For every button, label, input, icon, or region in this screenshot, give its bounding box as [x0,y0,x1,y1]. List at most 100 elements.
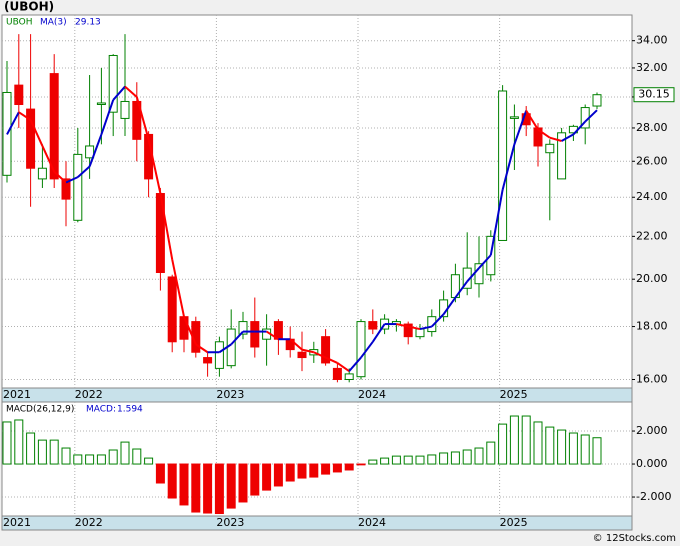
bar [439,452,449,465]
x-tick-label: 2021 [3,388,31,401]
chart-title: (UBOH) [4,0,54,14]
candle-body [344,373,354,380]
candle-body [356,321,366,378]
legend-entry: MACD(26,12,9) [6,405,74,415]
ma-line [513,110,528,145]
candle-body [592,94,602,107]
x-tick-label: 2022 [75,388,103,401]
legend-entry: UBOH [6,18,32,28]
bar [144,457,154,465]
candle-body [203,357,213,364]
ma-line [230,330,244,346]
ma-line [419,325,433,331]
ma-line [396,323,409,328]
candle-body [167,276,177,343]
legend-entry: MA(3) [40,18,67,28]
bar [380,457,390,465]
ma-line [360,341,374,359]
ma-line [301,348,315,354]
ma-line [336,362,350,372]
candle-body [250,321,260,348]
ma-line [18,111,32,121]
x-tick-label: 2024 [358,388,386,401]
bar [474,447,484,465]
ma-line [29,119,44,147]
candle-body [557,132,567,180]
ma-line [371,323,386,343]
bar [49,439,59,465]
bar [238,463,248,503]
date-strip [1,515,633,531]
candle-body [37,167,47,180]
bar [73,454,83,465]
bar [191,463,201,513]
bar [179,463,189,506]
ma-line [584,109,598,123]
ma-line [549,136,562,142]
ma-line [525,110,539,131]
candle-body [297,351,307,359]
candle-body [120,100,130,119]
bar [521,415,531,465]
bar [309,463,319,478]
ma-line [41,145,56,173]
ma-line [88,134,103,167]
ma-line [195,343,209,354]
bar [391,455,401,465]
y-tick-label: 32.00 [636,61,668,74]
candle-body [108,54,118,113]
ma-line [124,85,138,98]
footer: © 12Stocks.com [593,533,676,544]
x-tick-label: 2023 [216,388,244,401]
bar [462,449,472,465]
bar [155,463,165,484]
y-tick-label: 28.00 [636,121,668,134]
bar [450,451,460,465]
bar [85,454,95,465]
ma-line [100,99,115,135]
ma-line [65,176,79,184]
ma-line [171,259,185,317]
ma-line [431,313,445,328]
ma-line [325,356,338,364]
ma-line [77,165,91,178]
bar [568,432,578,465]
ma-line [53,171,67,184]
ma-line [489,189,504,256]
bar [427,454,437,465]
legend-value: 29.13 [75,18,101,28]
bar [368,459,378,465]
bar [273,463,283,487]
candle-body [321,336,331,364]
x-tick-label: 2025 [500,388,528,401]
bar [580,434,590,465]
candle-body [509,116,519,119]
bar [96,454,106,465]
bar [26,432,36,465]
candle-body [368,321,378,330]
ma-line [407,325,421,331]
bar [332,463,342,473]
price-panel [1,14,633,389]
price-label-box [633,87,675,103]
bar [592,437,602,465]
y-tick-label: 16.00 [636,372,668,385]
bar [297,463,307,479]
bar [344,463,354,471]
bar [498,423,508,465]
candle-body [403,323,413,338]
ma-line [572,120,586,136]
candle-body [14,84,24,106]
candle-body [61,178,71,200]
y-tick-label: 18.00 [636,320,668,333]
x-tick-label: 2022 [75,516,103,529]
bar [2,421,12,465]
y-tick-label: 0.000 [636,457,668,470]
candle-body [96,102,106,106]
bar [214,463,224,515]
x-tick-label: 2024 [358,516,386,529]
candle-body [73,153,83,221]
y-tick-label: -2.000 [636,490,671,503]
ma-line [537,128,551,139]
bar [250,463,260,496]
